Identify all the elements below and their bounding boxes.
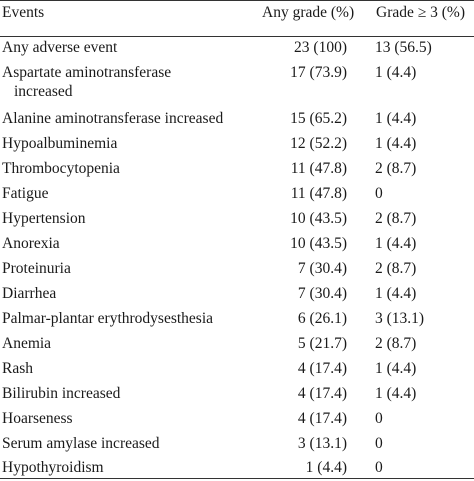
- grade-ge3-cell: 0: [375, 435, 383, 452]
- grade-ge3-cell: 13 (56.5): [375, 39, 432, 56]
- grade-ge3-cell: 0: [375, 185, 383, 202]
- any-grade-cell: 15 (65.2): [290, 110, 347, 127]
- any-grade-cell: 4 (17.4): [297, 360, 347, 377]
- event-cell: Proteinuria: [2, 260, 71, 277]
- event-line-1: Aspartate aminotransferase: [2, 64, 172, 81]
- any-grade-cell: 17 (73.9): [290, 64, 347, 81]
- any-grade-cell: 7 (30.4): [297, 260, 347, 277]
- grade-ge3-cell: 1 (4.4): [375, 360, 417, 377]
- any-grade-cell: 5 (21.7): [297, 335, 347, 352]
- grade-ge3-cell: 2 (8.7): [375, 160, 417, 177]
- grade-ge3-cell: 2 (8.7): [375, 335, 417, 352]
- any-grade-cell: 4 (17.4): [297, 385, 347, 402]
- any-grade-cell: 6 (26.1): [297, 310, 347, 327]
- event-cell: Bilirubin increased: [2, 385, 121, 402]
- header-rule: [0, 36, 474, 37]
- grade-ge3-cell: 0: [375, 459, 383, 476]
- grade-ge3-cell: 1 (4.4): [375, 64, 417, 81]
- any-grade-cell: 10 (43.5): [290, 210, 347, 227]
- event-cell: Aspartate aminotransferase increased: [2, 63, 262, 101]
- grade-ge3-cell: 1 (4.4): [375, 110, 417, 127]
- any-grade-cell: 1 (4.4): [305, 459, 347, 476]
- grade-ge3-cell: 1 (4.4): [375, 385, 417, 402]
- grade-ge3-cell: 1 (4.4): [375, 285, 417, 302]
- grade-ge3-cell: 1 (4.4): [375, 235, 417, 252]
- grade-ge3-cell: 1 (4.4): [375, 135, 417, 152]
- event-cell: Alanine aminotransferase increased: [2, 110, 224, 127]
- event-cell: Fatigue: [2, 185, 49, 202]
- event-cell: Thrombocytopenia: [2, 160, 120, 177]
- event-cell: Anemia: [2, 335, 52, 352]
- event-cell: Palmar-plantar erythrodysesthesia: [2, 310, 214, 327]
- event-cell: Hypothyroidism: [2, 459, 104, 476]
- any-grade-cell: 10 (43.5): [290, 235, 347, 252]
- any-grade-cell: 7 (30.4): [297, 285, 347, 302]
- event-cell: Hypoalbuminemia: [2, 135, 118, 152]
- any-grade-cell: 3 (13.1): [297, 435, 347, 452]
- any-grade-cell: 12 (52.2): [290, 135, 347, 152]
- event-cell: Hypertension: [2, 210, 86, 227]
- header-any-grade: Any grade (%): [262, 4, 355, 21]
- event-cell: Rash: [2, 360, 33, 377]
- top-rule: [0, 0, 474, 1]
- event-cell: Anorexia: [2, 235, 60, 252]
- event-cell: Hoarseness: [2, 410, 73, 427]
- grade-ge3-cell: 3 (13.1): [375, 310, 425, 327]
- event-cell: Diarrhea: [2, 285, 57, 302]
- bottom-rule: [0, 478, 474, 479]
- event-line-2: increased: [14, 83, 73, 100]
- event-cell: Serum amylase increased: [2, 435, 160, 452]
- grade-ge3-cell: 0: [375, 410, 383, 427]
- header-events: Events: [2, 4, 45, 21]
- event-cell: Any adverse event: [2, 39, 118, 56]
- any-grade-cell: 11 (47.8): [290, 185, 347, 202]
- grade-ge3-cell: 2 (8.7): [375, 210, 417, 227]
- any-grade-cell: 23 (100): [294, 39, 347, 56]
- any-grade-cell: 11 (47.8): [290, 160, 347, 177]
- header-grade-ge3: Grade ≥ 3 (%): [376, 4, 465, 21]
- any-grade-cell: 4 (17.4): [297, 410, 347, 427]
- grade-ge3-cell: 2 (8.7): [375, 260, 417, 277]
